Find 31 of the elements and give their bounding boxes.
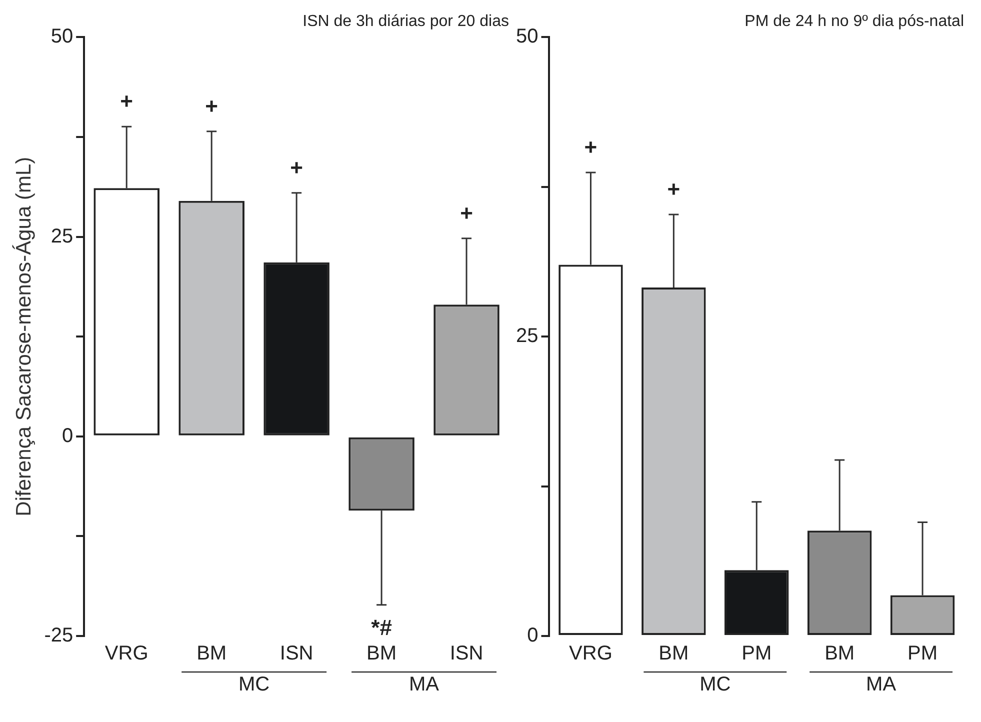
text: MC <box>238 674 270 696</box>
y-tick-label: -25 <box>44 624 74 647</box>
x-tick-label: BM <box>366 642 397 665</box>
annotation: + <box>584 134 598 160</box>
x-tick-label: ISN <box>450 642 484 665</box>
annotation: + <box>460 200 473 226</box>
y-tick-label: 50 <box>516 26 538 48</box>
x-tick-label: VRG <box>104 642 148 665</box>
annotation: + <box>120 88 134 114</box>
x-tick-label: VRG <box>569 642 612 665</box>
text: MA <box>409 674 440 696</box>
annotation: + <box>205 93 218 118</box>
y-tick-label: 50 <box>50 26 74 48</box>
x-tick-label: ISN <box>280 642 314 665</box>
text: MC <box>700 674 731 696</box>
y-tick-label: 0 <box>62 424 74 447</box>
x-tick-label: BM <box>824 642 855 665</box>
x-tick-label: BM <box>196 642 227 665</box>
x-tick-label: BM <box>658 642 689 665</box>
annotation: + <box>667 176 680 202</box>
y-axis-title: Diferença Sacarose-menos-Água (mL) <box>11 156 36 516</box>
annotation: + <box>290 154 303 180</box>
x-tick-label: PM <box>908 642 938 665</box>
y-tick-label: 0 <box>527 624 538 647</box>
y-tick-label: 25 <box>516 325 538 348</box>
chart-title: PM de 24 h no 9º dia pós-natal <box>744 13 964 30</box>
text: MA <box>866 674 897 696</box>
chart-title: ISN de 3h diárias por 20 dias <box>302 13 509 30</box>
annotation: *# <box>371 614 392 640</box>
x-tick-label: PM <box>742 642 772 665</box>
y-tick-label: 25 <box>50 225 74 248</box>
